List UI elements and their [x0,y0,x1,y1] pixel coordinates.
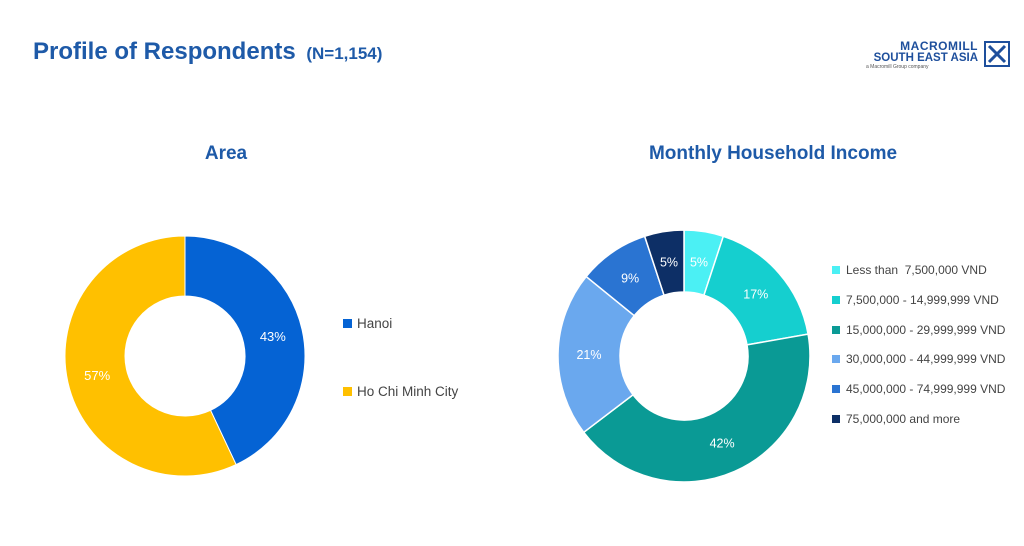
income-legend-item-15-000-000-29-999-999-vnd: 15,000,000 - 29,999,999 VND [832,323,1005,337]
income-legend-label: 30,000,000 - 44,999,999 VND [846,352,1006,367]
income-label-45-000-000-74-999-999-vnd: 9% [621,271,639,285]
logo-line-2: SOUTH EAST ASIA [873,52,978,64]
income-label-75-000-000-and-more: 5% [660,256,678,270]
logo-mark-icon [984,41,1010,67]
income-legend-swatch [832,266,840,274]
area-label-hanoi: 43% [260,329,286,344]
income-label-30-000-000-44-999-999-vnd: 21% [576,348,601,362]
page-title-text: Profile of Respondents [33,38,296,65]
area-legend-item-ho-chi-minh-city: Ho Chi Minh City [343,384,458,399]
area-legend-label: Hanoi [357,316,393,331]
area-slice-hanoi [184,235,306,466]
income-legend-label: Less than 7,500,000 VND [846,263,987,277]
income-legend-swatch [832,355,840,364]
company-logo: MACROMILL SOUTH EAST ASIA a Macromill Gr… [866,40,1016,74]
income-legend-label: 45,000,000 - 74,999,999 VND [846,382,1006,397]
income-legend-label: 75,000,000 and more [846,412,961,426]
income-legend-item-45-000-000-74-999-999-vnd: 45,000,000 - 74,999,999 VND [832,382,1005,396]
income-legend-item-30-000-000-44-999-999-vnd: 30,000,000 - 44,999,999 VND [832,352,1005,366]
income-slice-15-000-000-29-999-999-vnd [582,333,811,483]
income-legend-swatch [832,415,840,423]
area-slice-ho-chi-minh-city [64,235,237,477]
income-legend-label: 7,500,000 - 14,999,999 VND [846,292,999,307]
area-label-ho-chi-minh-city: 57% [84,368,110,383]
area-legend-label: Ho Chi Minh City [357,384,459,399]
sample-size: (N=1,154) [306,44,383,63]
page-title: Profile of Respondents (N=1,154) [33,38,382,66]
income-legend-swatch [832,325,840,334]
income-chart-title: Monthly Household Income [648,143,898,164]
income-legend-item-75-000-000-and-more: 75,000,000 and more [832,412,960,426]
income-label-7-500-000-14-999-999-vnd: 17% [743,287,768,301]
income-legend-swatch [832,295,840,304]
area-legend-swatch [343,387,352,396]
income-legend-item-7-500-000-14-999-999-vnd: 7,500,000 - 14,999,999 VND [832,293,999,307]
income-slice-75-000-000-and-more [643,229,685,297]
logo-line-3: a Macromill Group company [866,64,929,70]
income-legend-item-less-than-7-500-000-vnd: Less than 7,500,000 VND [832,263,987,277]
logo-line-1: MACROMILL [900,39,978,53]
income-slice-30-000-000-44-999-999-vnd [557,275,636,434]
area-legend-item-hanoi: Hanoi [343,316,392,331]
income-legend-swatch [832,385,840,394]
income-label-less-than-7-500-000-vnd: 5% [690,256,708,270]
area-legend-swatch [343,319,352,328]
area-chart-title: Area [204,143,248,164]
income-label-15-000-000-29-999-999-vnd: 42% [710,437,735,451]
income-legend-label: 15,000,000 - 29,999,999 VND [846,322,1006,337]
